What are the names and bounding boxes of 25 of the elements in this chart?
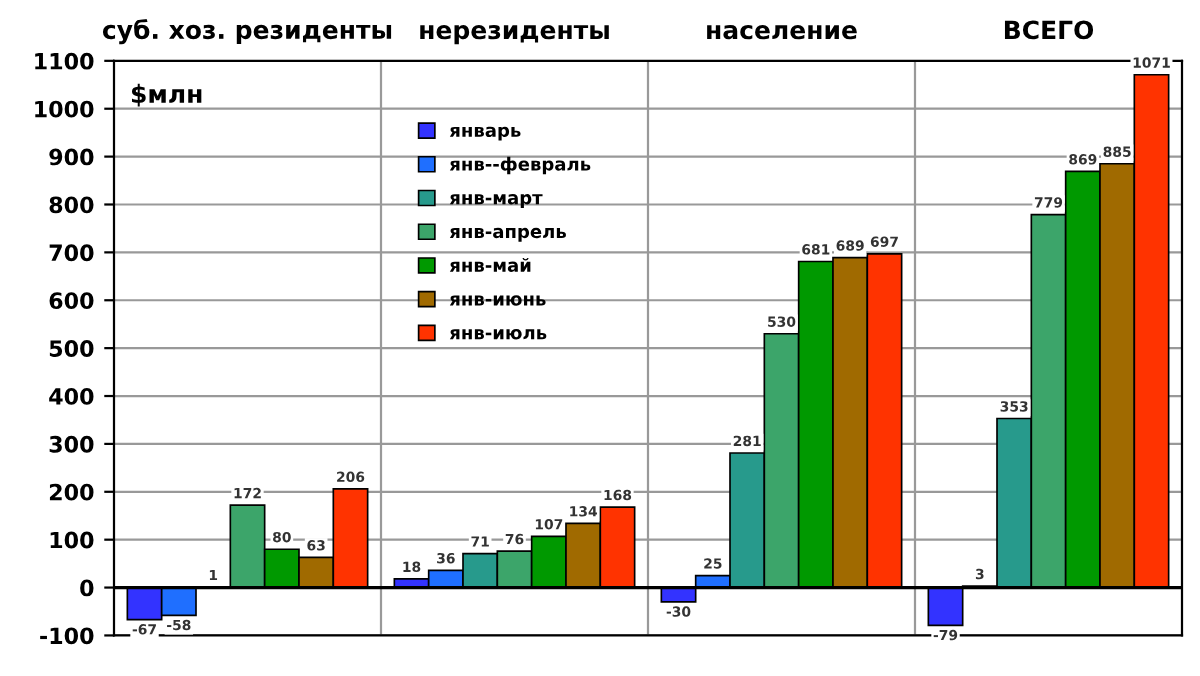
x-tick-label: ВСЕГО	[1004, 20, 1094, 40]
legend-label: янв-июль	[449, 329, 547, 340]
y-tick-label: 1000	[35, 100, 94, 118]
y-axis-title: $млн	[131, 83, 202, 107]
y-tick-label: 100	[50, 531, 94, 549]
y-tick-label: 600	[49, 292, 94, 310]
legend-label: янв-июнь	[449, 295, 546, 306]
y-tick-label: 700	[49, 244, 94, 262]
y-tick-label: -100	[40, 627, 94, 645]
x-tick-label: нерезиденты	[420, 24, 609, 45]
legend-label: янв-март	[449, 194, 543, 208]
y-tick-label: 400	[49, 387, 94, 405]
legend-label: янв--февраль	[449, 156, 591, 175]
y-tick-label: 800	[49, 196, 94, 214]
y-tick-label: 1100	[35, 52, 94, 70]
y-tick-label: 0	[80, 579, 94, 597]
y-tick-label: 900	[49, 148, 94, 166]
y-tick-label: 300	[49, 435, 94, 453]
legend-label: январь	[449, 126, 521, 141]
y-tick-label: 500	[49, 340, 94, 357]
y-tick-label: 200	[49, 483, 94, 501]
legend-label: янв-май	[449, 257, 531, 272]
x-tick-label: население	[707, 24, 857, 40]
legend-label: янв-апрель	[449, 227, 566, 242]
x-tick-label: суб. хоз. резиденты	[102, 18, 392, 45]
